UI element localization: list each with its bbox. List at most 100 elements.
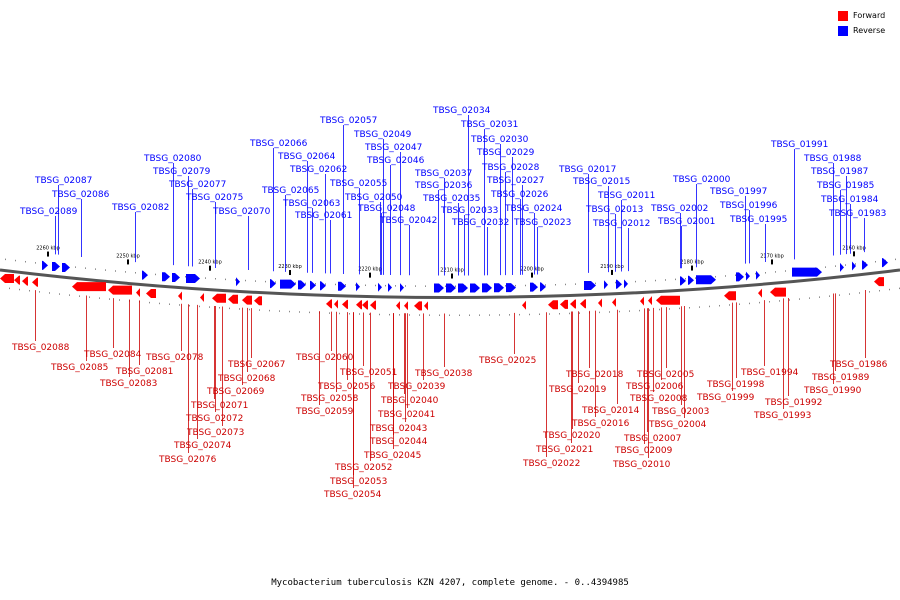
minor-tick (355, 284, 356, 286)
gene-label: TBSG_02065 (261, 186, 319, 196)
gene-label: TBSG_02047 (364, 143, 422, 153)
minor-tick (415, 285, 416, 287)
gene-label: TBSG_02059 (295, 407, 354, 417)
reverse-gene-arrow (494, 283, 504, 293)
minor-tick (25, 260, 26, 263)
minor-tick (845, 264, 846, 266)
major-tick (289, 270, 291, 276)
gene-label: TBSG_02078 (145, 353, 204, 363)
minor-tick (209, 306, 210, 308)
minor-tick (299, 311, 300, 313)
minor-tick (579, 312, 580, 314)
minor-tick (639, 309, 640, 312)
minor-tick (745, 273, 746, 276)
forward-gene-arrow (356, 300, 362, 310)
gene-label: TBSG_01995 (729, 215, 787, 225)
minor-tick (109, 298, 110, 300)
gene-label: TBSG_02017 (558, 165, 616, 175)
gene-label: TBSG_02069 (206, 387, 265, 397)
reverse-gene-arrow (852, 261, 856, 271)
forward-gene-arrow (656, 295, 680, 305)
gene-label: TBSG_01994 (740, 368, 799, 378)
minor-tick (799, 298, 800, 300)
minor-tick (255, 280, 256, 282)
minor-tick (785, 270, 786, 272)
gene-label: TBSG_02036 (414, 181, 473, 191)
gene-label: TBSG_02042 (379, 216, 437, 226)
gene-label: TBSG_01992 (764, 398, 822, 408)
forward-gene-arrow (874, 277, 884, 287)
reverse-gene-arrow (506, 283, 516, 293)
major-tick (451, 273, 453, 279)
gene-label: TBSG_02089 (19, 207, 78, 217)
minor-tick (729, 304, 730, 306)
gene-label: TBSG_02068 (217, 374, 276, 384)
minor-tick (225, 278, 226, 281)
minor-tick (239, 308, 240, 310)
gene-label: TBSG_02070 (212, 207, 271, 217)
minor-tick (379, 313, 380, 316)
reverse-gene-arrow (470, 283, 480, 293)
gene-label: TBSG_02045 (363, 451, 421, 461)
minor-tick (895, 258, 896, 261)
minor-tick (835, 265, 836, 267)
minor-tick (689, 307, 690, 309)
minor-tick (169, 303, 170, 305)
minor-tick (505, 285, 506, 287)
reverse-gene-arrow (736, 272, 744, 282)
forward-gene-arrow (370, 300, 376, 310)
forward-gene-arrow (254, 296, 262, 306)
reverse-gene-arrow (400, 283, 404, 293)
gene-label: TBSG_02062 (289, 165, 347, 175)
forward-gene-arrow (228, 294, 238, 304)
minor-tick (19, 288, 20, 291)
gene-label: TBSG_02079 (152, 167, 211, 177)
minor-tick (325, 283, 326, 285)
minor-tick (245, 279, 246, 282)
reverse-gene-arrow (882, 258, 888, 268)
minor-tick (395, 285, 396, 287)
gene-label: TBSG_02023 (513, 218, 571, 228)
forward-gene-arrow (136, 288, 140, 298)
minor-tick (569, 312, 570, 315)
minor-tick (59, 293, 60, 295)
minor-tick (779, 300, 780, 302)
reverse-gene-arrow (172, 273, 180, 283)
gene-label: TBSG_02018 (565, 370, 624, 380)
gene-label: TBSG_01988 (803, 154, 862, 164)
minor-tick (439, 314, 440, 316)
major-tick (853, 251, 855, 257)
reverse-gene-arrow (186, 274, 200, 284)
gene-label: TBSG_02035 (422, 194, 480, 204)
minor-tick (769, 301, 770, 303)
reverse-gene-arrow (310, 280, 316, 290)
forward-gene-arrow (362, 300, 368, 310)
gene-label: TBSG_01996 (719, 201, 778, 211)
gene-label: TBSG_02082 (111, 203, 169, 213)
gene-label: TBSG_01986 (829, 360, 888, 370)
gene-label: TBSG_02077 (168, 180, 226, 190)
gene-label: TBSG_02073 (186, 428, 244, 438)
minor-tick (809, 297, 810, 299)
major-tick (127, 259, 129, 265)
minor-tick (365, 284, 366, 287)
minor-tick (539, 313, 540, 316)
gene-label: TBSG_02048 (357, 204, 416, 214)
forward-gene-arrow (242, 295, 252, 305)
minor-tick (269, 309, 270, 312)
minor-tick (879, 289, 880, 292)
forward-gene-arrow (724, 291, 736, 301)
minor-tick (859, 292, 860, 294)
minor-tick (369, 313, 370, 316)
minor-tick (335, 283, 336, 286)
minor-tick (405, 285, 406, 287)
minor-tick (685, 278, 686, 280)
minor-tick (345, 284, 346, 286)
minor-tick (889, 288, 890, 291)
gene-label: TBSG_02005 (636, 370, 694, 380)
reverse-gene-arrow (320, 281, 326, 291)
gene-label: TBSG_02011 (597, 191, 655, 201)
forward-gene-arrow (108, 285, 132, 295)
minor-tick (389, 313, 390, 316)
